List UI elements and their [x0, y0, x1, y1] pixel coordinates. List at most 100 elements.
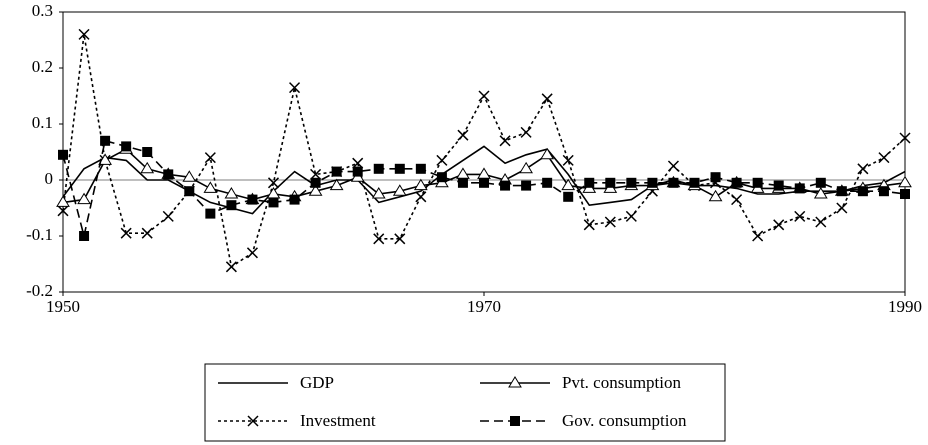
- marker-triangle: [182, 170, 197, 182]
- marker-square: [79, 231, 90, 241]
- marker-triangle: [371, 187, 386, 199]
- marker-square: [647, 177, 658, 188]
- marker-triangle: [456, 167, 470, 179]
- marker-square: [58, 149, 68, 160]
- marker-square: [773, 180, 784, 191]
- marker-triangle: [508, 376, 522, 388]
- marker-square: [500, 180, 511, 191]
- marker-x: [604, 216, 616, 228]
- legend-box: [204, 363, 726, 442]
- marker-square: [289, 194, 300, 205]
- marker-x: [752, 230, 764, 242]
- marker-square: [605, 177, 616, 188]
- marker-triangle: [140, 161, 155, 174]
- marker-square: [415, 163, 426, 174]
- marker-square: [815, 177, 826, 188]
- marker-square: [836, 186, 847, 197]
- marker-x: [394, 233, 406, 245]
- marker-triangle: [519, 161, 533, 174]
- marker-square: [626, 177, 637, 188]
- marker-triangle: [413, 178, 428, 191]
- marker-x: [120, 227, 132, 239]
- marker-square: [479, 177, 489, 188]
- x-tick-label: 1950: [46, 297, 80, 316]
- marker-triangle: [56, 195, 70, 207]
- marker-square: [163, 169, 174, 180]
- marker-x: [225, 261, 237, 273]
- marker-x: [878, 152, 890, 164]
- marker-square: [457, 177, 468, 188]
- marker-x: [562, 154, 574, 166]
- marker-x: [78, 28, 90, 40]
- marker-x: [667, 160, 679, 172]
- marker-triangle: [77, 192, 91, 205]
- marker-square: [121, 141, 132, 152]
- marker-square: [668, 177, 679, 188]
- marker-x: [415, 191, 427, 203]
- marker-square: [100, 135, 111, 146]
- y-tick-label: -0.2: [26, 281, 53, 300]
- marker-square: [247, 194, 258, 205]
- marker-x: [289, 82, 301, 94]
- y-tick-label: 0: [45, 169, 54, 188]
- legend-label: Pvt. consumption: [562, 373, 682, 392]
- marker-square: [878, 186, 889, 197]
- marker-x: [836, 202, 848, 214]
- marker-square: [794, 183, 805, 194]
- marker-x: [815, 216, 827, 228]
- marker-x: [457, 129, 469, 141]
- marker-square: [310, 177, 321, 188]
- marker-x: [204, 152, 216, 164]
- marker-triangle: [477, 167, 491, 179]
- marker-x: [520, 126, 532, 138]
- marker-triangle: [329, 178, 344, 191]
- marker-x: [773, 219, 785, 231]
- marker-x: [794, 210, 806, 222]
- legend-label: Investment: [300, 411, 376, 430]
- marker-x: [583, 219, 595, 231]
- marker-triangle: [708, 189, 723, 202]
- marker-square: [584, 177, 595, 188]
- marker-square: [331, 166, 342, 177]
- marker-square: [352, 166, 363, 177]
- y-tick-label: 0.3: [32, 1, 53, 20]
- marker-square: [752, 177, 763, 188]
- marker-x: [247, 415, 259, 427]
- marker-square: [142, 147, 153, 157]
- marker-triangle: [266, 187, 281, 199]
- marker-triangle: [224, 187, 239, 199]
- marker-square: [184, 186, 195, 197]
- marker-square: [436, 172, 447, 183]
- marker-square: [268, 197, 279, 208]
- marker-square: [857, 186, 868, 197]
- marker-triangle: [392, 184, 407, 196]
- marker-x: [310, 168, 322, 180]
- marker-x: [162, 210, 174, 222]
- x-tick-label: 1970: [467, 297, 501, 316]
- marker-x: [352, 157, 364, 169]
- marker-x: [267, 177, 280, 189]
- marker-square: [373, 163, 384, 174]
- series-line: [62, 34, 906, 269]
- x-tick-label: 1990: [888, 297, 922, 316]
- marker-x: [141, 227, 153, 239]
- marker-triangle: [540, 147, 555, 160]
- y-tick-label: -0.1: [26, 225, 53, 244]
- marker-triangle: [813, 187, 828, 199]
- marker-triangle: [561, 178, 576, 191]
- marker-square: [205, 208, 216, 219]
- marker-square: [521, 180, 532, 191]
- legend-label: GDP: [300, 373, 334, 392]
- marker-x: [436, 154, 448, 166]
- marker-square: [510, 416, 520, 426]
- marker-square: [731, 177, 742, 188]
- marker-triangle: [898, 175, 912, 188]
- y-tick-label: 0.1: [32, 113, 53, 132]
- y-tick-label: 0.2: [32, 57, 53, 76]
- marker-square: [900, 189, 910, 199]
- marker-x: [373, 233, 385, 245]
- marker-square: [689, 177, 700, 188]
- marker-triangle: [308, 184, 323, 196]
